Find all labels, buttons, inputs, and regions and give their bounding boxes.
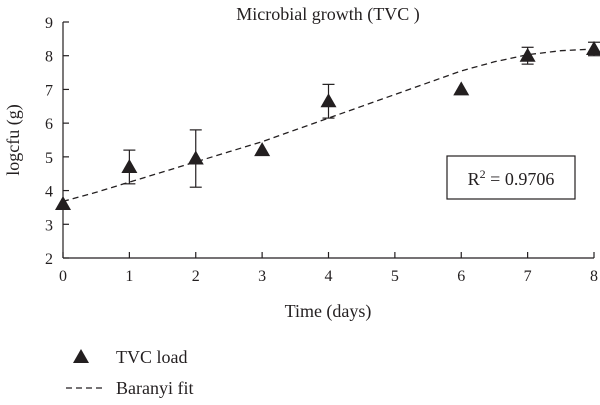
- tvc-load-point: [586, 40, 600, 55]
- x-tick-label: 8: [590, 268, 598, 285]
- x-axis-title: Time (days): [285, 301, 372, 322]
- x-tick-label: 5: [391, 268, 399, 285]
- x-tick-label: 0: [59, 268, 67, 285]
- y-tick-label: 4: [45, 184, 53, 201]
- r2-annotation: R2 = 0.9706: [446, 155, 576, 200]
- chart-title: Microbial growth (TVC ): [236, 4, 419, 25]
- tvc-load-point: [453, 81, 470, 96]
- x-tick-label: 3: [258, 268, 266, 285]
- y-tick-label: 3: [45, 217, 53, 234]
- tvc-load-point: [121, 158, 138, 173]
- error-bars: [123, 41, 600, 188]
- legend-triangle-marker: [73, 349, 89, 363]
- y-tick-label: 9: [45, 15, 53, 32]
- legend-tvc-load-label: TVC load: [116, 347, 188, 367]
- r2-box: [446, 155, 576, 200]
- y-tick-label: 7: [45, 82, 53, 99]
- r2-superscript: 2: [480, 167, 486, 181]
- x-tick-label: 6: [457, 268, 465, 285]
- tvc-load-point: [519, 47, 536, 62]
- y-axis-title: logcfu (g): [3, 104, 24, 175]
- y-tick-label: 5: [45, 150, 53, 167]
- y-tick-label: 2: [45, 251, 53, 268]
- baranyi-fit-line: [62, 48, 595, 203]
- tvc-load-point: [254, 142, 271, 157]
- tvc-load-markers: [55, 40, 600, 211]
- r2-base: R: [468, 169, 480, 189]
- r2-text: R2 = 0.9706: [468, 167, 555, 189]
- y-tick-label: 6: [45, 116, 53, 133]
- y-ticks: 2 3 4 5 6 7 8 9: [45, 15, 69, 268]
- r2-value: = 0.9706: [486, 169, 555, 189]
- tvc-load-point: [55, 196, 71, 211]
- tvc-load-point: [320, 93, 337, 108]
- legend-baranyi-fit-label: Baranyi fit: [116, 378, 193, 398]
- x-tick-label: 1: [125, 268, 133, 285]
- x-ticks: 0 1 2 3 4 5 6 7 8: [59, 252, 598, 285]
- tvc-load-point: [187, 150, 204, 165]
- y-tick-label: 8: [45, 49, 53, 66]
- x-tick-label: 4: [325, 268, 333, 285]
- legend: TVC load Baranyi fit: [66, 347, 193, 398]
- x-tick-label: 7: [524, 268, 532, 285]
- x-tick-label: 2: [192, 268, 200, 285]
